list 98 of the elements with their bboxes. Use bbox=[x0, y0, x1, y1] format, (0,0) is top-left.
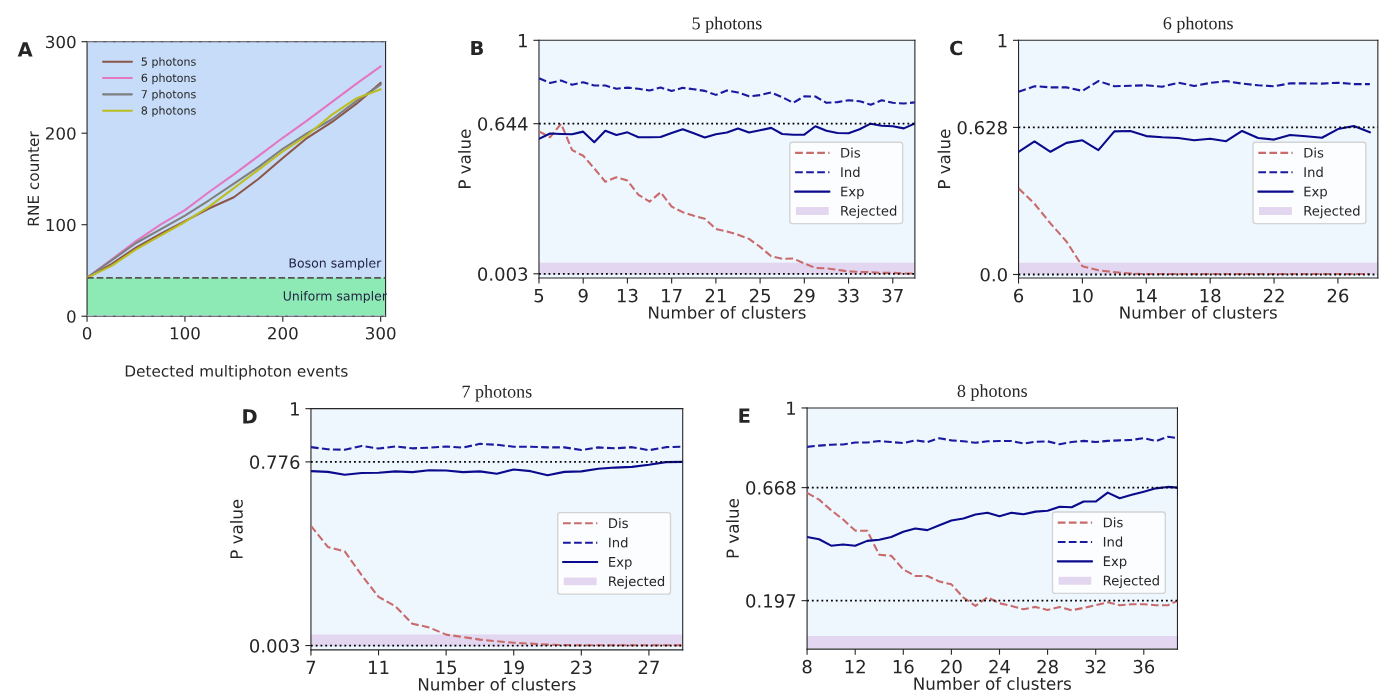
annotation: Boson sampler bbox=[289, 258, 382, 271]
x-axis-title: Number of clusters bbox=[1120, 305, 1277, 319]
y-tick-label: 200 bbox=[46, 127, 76, 140]
x-tick-label: 13 bbox=[617, 288, 638, 303]
legend-label: Rejected bbox=[1304, 205, 1360, 219]
y-tick-label: 0.776 bbox=[250, 455, 300, 469]
y-tick-label: 1 bbox=[519, 34, 527, 48]
y-tick-label: 1 bbox=[291, 402, 299, 416]
x-tick-label: 100 bbox=[170, 326, 200, 340]
legend-label: Exp bbox=[609, 557, 632, 570]
x-tick-label: 5 bbox=[534, 288, 544, 303]
legend-label: Dis bbox=[609, 517, 628, 529]
text: C bbox=[950, 40, 963, 56]
line-series bbox=[807, 491, 1178, 612]
x-tick-label: 27 bbox=[638, 660, 659, 674]
y-axis-title: P value bbox=[229, 499, 243, 559]
chart-title: 8 photons bbox=[957, 384, 1027, 401]
x-tick-label: 18 bbox=[1200, 288, 1221, 303]
legend-label: 8 photons bbox=[141, 106, 196, 117]
line-series bbox=[538, 122, 915, 275]
y-tick-label: 0.668 bbox=[746, 481, 796, 495]
y-tick-label: 0.197 bbox=[746, 594, 796, 608]
legend-label: Exp bbox=[1304, 186, 1327, 199]
x-tick-label: 20 bbox=[941, 659, 962, 674]
y-axis-title: P value bbox=[457, 129, 471, 188]
x-tick-label: 19 bbox=[504, 660, 524, 675]
x-tick-label: 32 bbox=[1085, 659, 1106, 674]
legend-label: Rejected bbox=[1103, 575, 1159, 589]
x-axis-title: Number of clusters bbox=[914, 677, 1071, 690]
y-tick-label: 0.003 bbox=[250, 639, 300, 653]
x-axis-title: Number of clusters bbox=[418, 677, 576, 691]
x-tick-label: 12 bbox=[845, 659, 865, 674]
y-tick-label: 1 bbox=[787, 401, 795, 415]
y-tick-label: 0.0 bbox=[980, 267, 1007, 282]
y-tick-label: 1 bbox=[998, 34, 1007, 48]
y-tick-label: 0 bbox=[67, 310, 76, 323]
x-tick-label: 26 bbox=[1327, 288, 1349, 303]
x-tick-label: 17 bbox=[662, 288, 682, 303]
y-tick-label: 0.003 bbox=[478, 267, 528, 281]
x-tick-label: 14 bbox=[1136, 288, 1157, 303]
x-tick-label: 0 bbox=[82, 326, 92, 340]
text: A bbox=[17, 42, 33, 57]
legend-label: Rejected bbox=[841, 205, 897, 219]
line-series bbox=[807, 485, 1178, 547]
x-tick-label: 15 bbox=[436, 660, 457, 675]
chart-title: 6 photons bbox=[1163, 16, 1233, 34]
y-tick-label: 100 bbox=[46, 218, 76, 232]
line-series bbox=[538, 122, 915, 144]
legend-label: Exp bbox=[841, 186, 864, 199]
legend-label: Ind bbox=[609, 537, 628, 548]
x-tick-label: 28 bbox=[1037, 659, 1058, 674]
text: B bbox=[471, 40, 483, 56]
legend-label: 7 photons bbox=[141, 89, 196, 101]
x-tick-label: 10 bbox=[1072, 288, 1093, 303]
x-tick-label: 16 bbox=[893, 659, 914, 674]
x-tick-label: 25 bbox=[749, 288, 771, 303]
legend-label: Dis bbox=[841, 147, 861, 158]
legend-label: Dis bbox=[1103, 517, 1123, 528]
x-tick-label: 22 bbox=[1263, 288, 1284, 303]
legend-label: Ind bbox=[841, 166, 860, 178]
chart-title: 7 photons bbox=[462, 385, 532, 402]
text: D bbox=[243, 409, 257, 424]
y-axis-title: RNE counter bbox=[27, 131, 40, 226]
line-series bbox=[310, 442, 683, 452]
legend-label: Rejected bbox=[609, 576, 665, 589]
legend-label: Ind bbox=[1304, 166, 1323, 178]
line-series bbox=[1018, 80, 1371, 93]
x-tick-label: 24 bbox=[989, 659, 1010, 674]
x-tick-label: 33 bbox=[838, 288, 859, 303]
line-series bbox=[538, 77, 915, 106]
line-series bbox=[310, 460, 683, 477]
x-axis-title: Number of clusters bbox=[649, 305, 806, 319]
x-tick-label: 21 bbox=[705, 288, 726, 303]
text: E bbox=[739, 408, 750, 423]
y-tick-label: 0.644 bbox=[478, 117, 528, 131]
y-tick-label: 0.628 bbox=[957, 120, 1007, 135]
line-series bbox=[807, 435, 1178, 448]
x-tick-label: 300 bbox=[366, 326, 396, 340]
x-tick-label: 11 bbox=[369, 660, 389, 674]
x-axis-title: Detected multiphoton events bbox=[125, 364, 348, 380]
x-tick-label: 8 bbox=[802, 659, 812, 674]
x-tick-label: 7 bbox=[306, 660, 316, 674]
line-series bbox=[1018, 187, 1371, 276]
y-axis-title: P value bbox=[726, 499, 739, 558]
legend-label: Exp bbox=[1103, 556, 1127, 569]
x-tick-label: 29 bbox=[794, 288, 815, 303]
y-tick-label: 300 bbox=[46, 35, 76, 49]
x-tick-label: 9 bbox=[578, 288, 588, 303]
y-axis-title: P value bbox=[937, 129, 951, 188]
x-tick-label: 36 bbox=[1133, 659, 1155, 674]
legend-label: 5 photons bbox=[141, 57, 196, 68]
legend-label: Dis bbox=[1304, 147, 1324, 158]
legend-label: 6 photons bbox=[141, 73, 196, 85]
x-tick-label: 6 bbox=[1014, 288, 1024, 303]
chart-title: 5 photons bbox=[692, 16, 762, 34]
x-tick-label: 37 bbox=[882, 288, 903, 303]
x-tick-label: 23 bbox=[571, 660, 592, 675]
legend-label: Ind bbox=[1103, 536, 1123, 547]
